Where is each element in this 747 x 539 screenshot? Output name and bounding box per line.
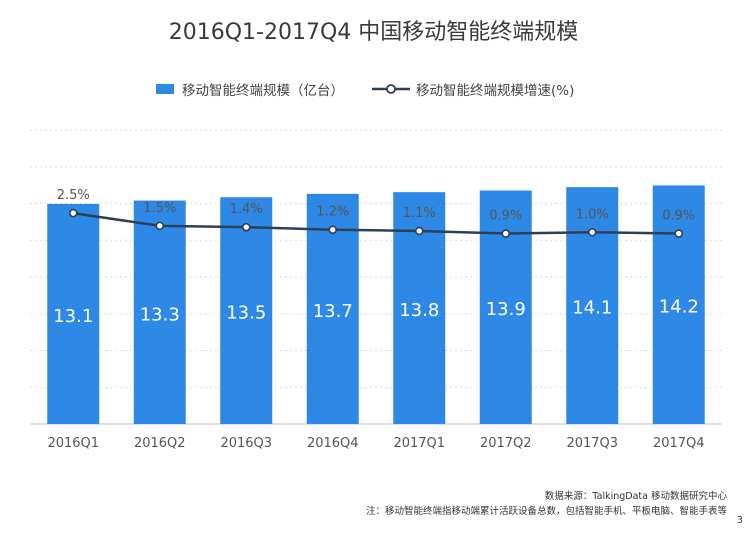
source-note: 数据来源：TalkingData 移动数据研究中心	[544, 491, 727, 502]
growth-line	[73, 211, 679, 235]
growth-value-label: 1.2%	[316, 205, 349, 220]
growth-value-label: 2.5%	[57, 188, 90, 203]
bar-value-label: 13.9	[486, 299, 526, 320]
growth-point	[241, 222, 251, 232]
chart-title: 2016Q1-2017Q4 中国移动智能终端规模	[168, 20, 579, 45]
bar	[652, 185, 705, 424]
definition-note: 注：移动智能终端指移动端累计活跃设备总数，包括智能手机、平板电脑、智能手表等	[365, 506, 727, 517]
x-tick-label: 2017Q3	[566, 436, 618, 451]
bar-value-label: 13.5	[226, 303, 266, 324]
bar-value-label: 13.1	[53, 306, 93, 327]
growth-point	[155, 221, 165, 231]
bar	[133, 200, 186, 424]
legend-line-swatch	[372, 84, 410, 94]
bar-value-label: 14.1	[572, 298, 612, 319]
legend-bar-swatch	[156, 84, 174, 94]
legend-line-label: 移动智能终端规模增速(%)	[416, 83, 575, 99]
legend-bar-label: 移动智能终端规模（亿台）	[182, 83, 344, 99]
page-number: 3	[736, 515, 743, 526]
x-tick-label: 2016Q1	[47, 436, 99, 451]
x-tick-label: 2017Q1	[393, 436, 445, 451]
growth-point	[328, 225, 338, 235]
legend-item-bar: 移动智能终端规模（亿台）	[156, 78, 344, 100]
bar-value-label: 13.7	[313, 301, 353, 322]
bar-value-label: 14.2	[659, 297, 699, 318]
growth-point	[674, 229, 684, 238]
growth-point	[68, 208, 78, 218]
growth-point	[587, 227, 597, 237]
bar-value-label: 13.3	[140, 304, 180, 325]
bar	[566, 187, 619, 424]
x-tick-label: 2017Q2	[480, 436, 532, 451]
growth-value-label: 1.0%	[576, 207, 609, 222]
bar	[47, 203, 100, 424]
x-tick-label: 2017Q4	[653, 436, 705, 451]
growth-value-label: 1.4%	[230, 202, 263, 217]
legend-item-line: 移动智能终端规模增速(%)	[372, 78, 574, 100]
x-tick-label: 2016Q3	[220, 436, 272, 451]
x-tick-label: 2016Q2	[134, 436, 186, 451]
growth-point	[501, 229, 511, 238]
growth-value-label: 1.1%	[403, 206, 436, 221]
bar-value-label: 13.8	[399, 300, 439, 321]
footnotes: 数据来源：TalkingData 移动数据研究中心 注：移动智能终端指移动端累计…	[366, 489, 727, 519]
growth-point	[414, 226, 424, 236]
bar	[220, 197, 273, 424]
growth-value-label: 1.5%	[143, 201, 176, 216]
growth-value-label: 0.9%	[489, 209, 522, 224]
x-tick-label: 2016Q4	[307, 436, 359, 451]
legend: 移动智能终端规模（亿台） 移动智能终端规模增速(%)	[0, 78, 747, 100]
growth-value-label: 0.9%	[662, 209, 695, 224]
